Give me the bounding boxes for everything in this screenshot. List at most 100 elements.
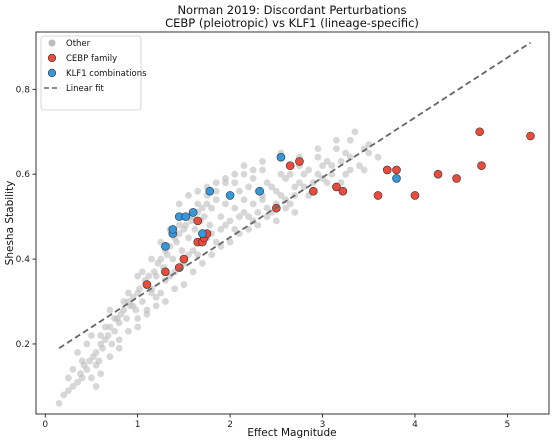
data-point	[134, 272, 142, 280]
legend-marker-cebp	[47, 53, 57, 63]
data-point	[235, 213, 243, 221]
data-point	[231, 170, 239, 178]
legend-marker-klf1	[47, 68, 57, 78]
data-point	[277, 192, 285, 199]
data-point	[249, 200, 257, 208]
fit-layer	[58, 41, 532, 349]
data-point	[206, 221, 214, 229]
data-point	[97, 370, 105, 378]
data-point	[115, 319, 123, 327]
data-point	[64, 374, 72, 382]
data-point	[181, 212, 191, 221]
data-point	[382, 165, 392, 175]
data-point	[217, 225, 225, 233]
data-point	[328, 170, 336, 178]
data-point	[189, 268, 197, 276]
data-point	[212, 187, 220, 195]
data-point	[374, 153, 382, 161]
data-point	[152, 293, 160, 301]
data-point	[291, 208, 299, 216]
data-point	[319, 162, 326, 170]
data-point	[74, 378, 81, 386]
data-point	[373, 191, 383, 200]
legend-label-other: Other	[66, 39, 91, 49]
data-point	[182, 221, 190, 229]
data-point	[115, 336, 123, 344]
data-point	[272, 217, 280, 225]
data-point	[97, 332, 105, 339]
data-point	[300, 170, 308, 178]
data-point	[285, 161, 295, 170]
data-point	[296, 179, 303, 187]
data-point	[254, 208, 262, 216]
data-point	[198, 229, 207, 238]
data-point	[205, 186, 215, 196]
data-point	[475, 127, 484, 137]
data-point	[255, 186, 264, 196]
data-point	[111, 327, 118, 335]
data-point	[161, 242, 170, 251]
data-point	[342, 170, 350, 178]
data-point	[245, 225, 252, 233]
data-point	[452, 174, 461, 183]
data-point	[333, 145, 340, 153]
data-point	[92, 349, 100, 356]
data-point	[249, 175, 257, 182]
data-point	[346, 166, 354, 174]
data-point	[477, 161, 486, 170]
data-point	[129, 302, 137, 310]
data-point	[356, 162, 363, 170]
data-point	[136, 285, 143, 293]
data-point	[171, 285, 179, 293]
data-point	[263, 213, 271, 221]
data-point	[83, 366, 91, 373]
data-point	[337, 158, 345, 165]
data-point	[282, 175, 289, 182]
data-point	[83, 340, 91, 348]
data-point	[332, 182, 341, 192]
data-point	[198, 204, 206, 212]
data-point	[168, 225, 178, 234]
data-point	[323, 158, 331, 165]
data-point	[69, 366, 77, 373]
data-point	[225, 191, 235, 200]
x-tick-label: 2	[227, 420, 233, 430]
data-point	[123, 315, 130, 322]
y-tick-label: 0.8	[16, 85, 31, 95]
data-point	[282, 204, 289, 212]
data-point	[185, 192, 192, 199]
legend-marker-other	[48, 39, 56, 47]
data-point	[203, 200, 211, 208]
data-point	[392, 174, 401, 183]
data-point	[115, 344, 123, 352]
data-point	[188, 208, 198, 217]
data-point	[309, 179, 317, 187]
data-point	[360, 166, 368, 174]
data-point	[162, 298, 169, 305]
data-point	[240, 196, 248, 204]
data-point	[276, 152, 286, 162]
data-point	[178, 247, 186, 254]
legend-box	[40, 35, 142, 111]
data-point	[222, 221, 229, 229]
data-point	[323, 179, 331, 187]
x-ticks: 0 1 2 3 4 5	[42, 414, 510, 430]
data-point	[226, 238, 234, 246]
data-point	[410, 191, 420, 200]
legend-label-klf1: KLF1 combinations	[66, 69, 147, 79]
legend-label-cebp: CEBP family	[66, 54, 117, 64]
data-point	[148, 289, 155, 297]
y-tick-label: 0.4	[16, 255, 31, 265]
data-point	[346, 153, 354, 161]
data-point	[194, 251, 202, 259]
data-point	[125, 289, 132, 297]
data-point	[314, 170, 322, 178]
data-point	[433, 169, 443, 179]
fit-line	[58, 41, 532, 349]
series-2	[161, 152, 401, 251]
data-point	[175, 200, 183, 208]
points-layer	[55, 127, 535, 407]
data-point	[193, 216, 203, 226]
